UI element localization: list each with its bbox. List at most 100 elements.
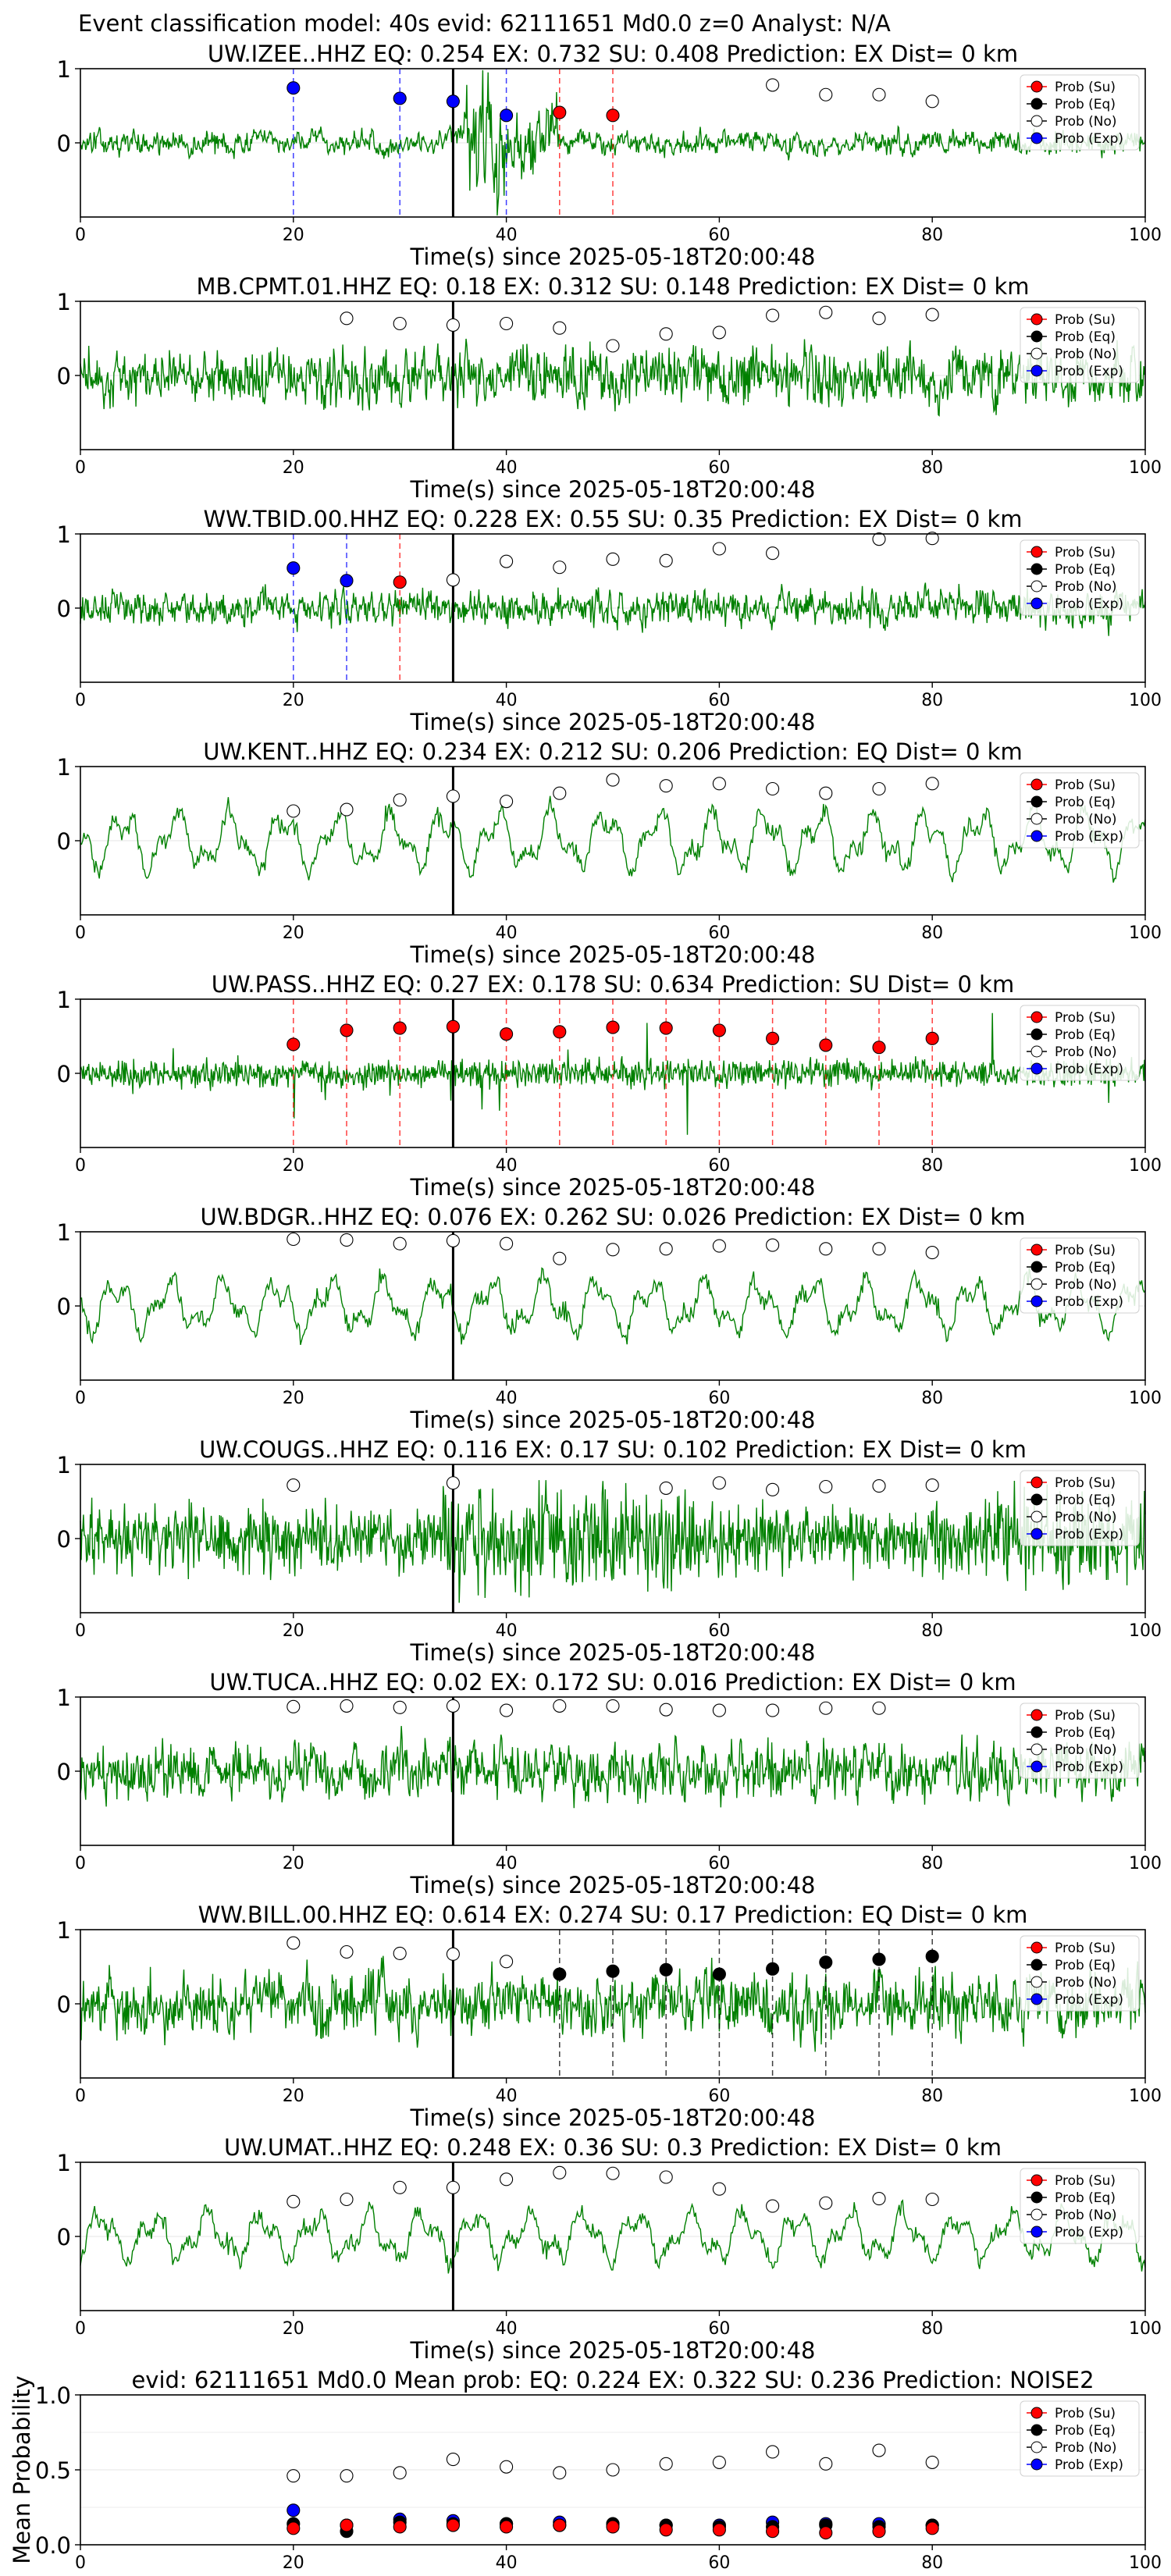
x-axis-label: Time(s) since 2025-05-18T20:00:48 <box>410 1872 816 1898</box>
prob-point-su <box>393 1021 407 1035</box>
legend-entry-exp: Prob (Exp) <box>1027 364 1123 379</box>
prob-point-no <box>287 804 301 818</box>
legend-entry-eq: Prob (Eq) <box>1027 2190 1116 2206</box>
prob-point-no <box>925 777 939 791</box>
legend-marker-eq <box>1030 2424 1043 2436</box>
x-tick-label: 100 <box>1129 1389 1162 1408</box>
legend-label: Prob (Su) <box>1055 777 1116 793</box>
prob-point-no <box>340 2192 354 2207</box>
chart-panel: UW.UMAT..HHZ EQ: 0.248 EX: 0.36 SU: 0.3 … <box>57 2134 1162 2364</box>
legend-box <box>1020 1237 1140 1314</box>
legend-entry-eq: Prob (Eq) <box>1027 1958 1116 1973</box>
x-tick-label: 100 <box>1129 2087 1162 2106</box>
legend-label: Prob (Exp) <box>1055 1759 1123 1775</box>
legend-marker-exp <box>1030 597 1043 610</box>
mean-prob-point-no <box>393 2466 407 2480</box>
legend-marker-no <box>1030 1743 1043 1756</box>
x-axis-label: Time(s) since 2025-05-18T20:00:48 <box>410 1639 816 1666</box>
prob-point-no <box>766 78 780 92</box>
legend-label: Prob (No) <box>1055 1044 1117 1060</box>
prob-point-no <box>872 532 886 546</box>
legend-label: Prob (Exp) <box>1055 1062 1123 1077</box>
legend-marker-su <box>1030 1941 1043 1954</box>
prob-point-exp <box>287 81 301 95</box>
prob-point-no <box>606 773 620 787</box>
legend-entry-eq: Prob (Eq) <box>1027 1725 1116 1741</box>
x-axis-label: Time(s) since 2025-05-18T20:00:48 <box>410 2337 816 2364</box>
legend-label: Prob (Eq) <box>1055 1027 1116 1043</box>
prob-point-no <box>340 311 354 326</box>
y-tick-label: 0 <box>57 1991 71 2018</box>
waveform-trace <box>80 2199 1146 2274</box>
x-axis-label: Time(s) since 2025-05-18T20:00:48 <box>410 1407 816 1433</box>
x-tick-label: 100 <box>1129 458 1162 478</box>
prob-point-no <box>766 1703 780 1717</box>
legend-label: Prob (Eq) <box>1055 329 1116 345</box>
legend-box <box>1020 1005 1140 1081</box>
prob-point-no <box>659 779 673 793</box>
legend-label: Prob (No) <box>1055 812 1117 827</box>
legend-label: Prob (Eq) <box>1055 1493 1116 1508</box>
prob-point-no <box>553 560 567 575</box>
y-tick-label: 1 <box>57 1685 71 1711</box>
prob-point-no <box>659 327 673 341</box>
chart-panel: MB.CPMT.01.HHZ EQ: 0.18 EX: 0.312 SU: 0.… <box>57 273 1162 503</box>
legend-label: Prob (Su) <box>1055 1941 1116 1956</box>
y-tick-label: 1 <box>57 289 71 315</box>
x-tick-label: 80 <box>921 2553 943 2573</box>
chart-panel: WW.TBID.00.HHZ EQ: 0.228 EX: 0.55 SU: 0.… <box>57 506 1162 735</box>
waveform-trace <box>80 795 1146 883</box>
legend-entry-exp: Prob (Exp) <box>1027 131 1123 147</box>
legend-entry-no: Prob (No) <box>1027 1277 1117 1293</box>
x-tick-label: 0 <box>75 1389 86 1408</box>
mean-prob-point-su <box>766 2524 780 2539</box>
x-tick-label: 0 <box>75 1854 86 1873</box>
x-tick-label: 40 <box>496 1621 518 1641</box>
x-tick-label: 100 <box>1129 2553 1162 2573</box>
prob-point-no <box>819 1479 833 1494</box>
prob-point-no <box>606 2166 620 2180</box>
legend: Prob (Su)Prob (Eq)Prob (No)Prob (Exp) <box>1020 307 1140 383</box>
prob-point-no <box>340 802 354 817</box>
legend-box <box>1020 1470 1140 1546</box>
x-tick-label: 80 <box>921 923 943 943</box>
prob-point-eq <box>553 1967 567 1981</box>
legend-entry-eq: Prob (Eq) <box>1027 562 1116 578</box>
mean-prob-point-su <box>819 2526 833 2540</box>
mean-prob-point-su <box>659 2523 673 2537</box>
legend-entry-su: Prob (Su) <box>1027 312 1116 328</box>
legend-marker-su <box>1030 546 1043 558</box>
legend-label: Prob (Su) <box>1055 312 1116 328</box>
x-axis-label: Time(s) since 2025-05-18T20:00:48 <box>410 709 816 735</box>
legend-box <box>1020 1703 1140 1779</box>
chart-panel: evid: 62111651 Md0.0 Mean prob: EQ: 0.22… <box>9 2367 1162 2573</box>
legend-box <box>1020 74 1140 151</box>
legend-entry-no: Prob (No) <box>1027 812 1117 827</box>
x-tick-label: 80 <box>921 226 943 245</box>
chart-panel: UW.KENT..HHZ EQ: 0.234 EX: 0.212 SU: 0.2… <box>57 738 1162 968</box>
x-tick-label: 60 <box>708 2553 730 2573</box>
y-tick-label: 0 <box>57 596 71 622</box>
prob-point-exp <box>340 574 354 588</box>
prob-point-no <box>819 87 833 101</box>
legend-marker-su <box>1030 2174 1043 2186</box>
legend-marker-no <box>1030 1976 1043 1988</box>
prob-point-no <box>712 326 726 340</box>
mean-prob-point-no <box>659 2457 673 2471</box>
y-tick-label: 1 <box>57 1452 71 1478</box>
mean-prob-point-no <box>925 2455 939 2469</box>
prob-point-no <box>712 1703 726 1717</box>
legend-entry-eq: Prob (Eq) <box>1027 2423 1116 2439</box>
legend: Prob (Su)Prob (Eq)Prob (No)Prob (Exp) <box>1020 539 1140 616</box>
legend-entry-su: Prob (Su) <box>1027 2406 1116 2421</box>
legend-marker-exp <box>1030 365 1043 377</box>
x-tick-label: 0 <box>75 691 86 710</box>
prob-point-no <box>819 786 833 800</box>
x-tick-label: 60 <box>708 691 730 710</box>
prob-point-exp <box>393 91 407 105</box>
legend-marker-su <box>1030 80 1043 93</box>
x-tick-label: 20 <box>283 2087 304 2106</box>
x-tick-label: 60 <box>708 1621 730 1641</box>
x-tick-label: 80 <box>921 1156 943 1176</box>
chart-title: UW.COUGS..HHZ EQ: 0.116 EX: 0.17 SU: 0.1… <box>199 1436 1027 1463</box>
